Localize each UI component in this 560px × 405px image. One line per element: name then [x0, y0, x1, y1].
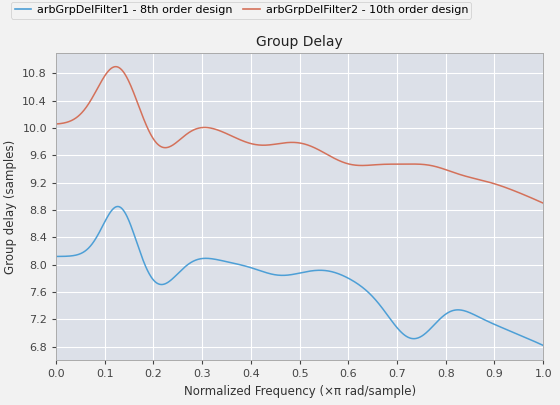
arbGrpDelFilter2 - 10th order design: [211, 126, 217, 131]
Line: arbGrpDelFilter2 - 10th order design: arbGrpDelFilter2 - 10th order design: [56, 67, 543, 203]
arbGrpDelFilter1 - 8th order design: [115, 204, 122, 209]
Legend: arbGrpDelFilter1 - 8th order design, arbGrpDelFilter2 - 10th order design: arbGrpDelFilter1 - 8th order design, arb…: [11, 2, 472, 19]
Y-axis label: Group delay (samples): Group delay (samples): [4, 139, 17, 274]
arbGrpDelFilter1 - 8th order design: [62, 254, 69, 259]
arbGrpDelFilter2 - 10th order design: [540, 201, 547, 206]
arbGrpDelFilter2 - 10th order design: [442, 167, 449, 172]
arbGrpDelFilter2 - 10th order design: [53, 122, 59, 126]
arbGrpDelFilter2 - 10th order design: [468, 175, 475, 180]
arbGrpDelFilter2 - 10th order design: [290, 140, 296, 145]
arbGrpDelFilter2 - 10th order design: [62, 120, 69, 125]
arbGrpDelFilter1 - 8th order design: [290, 272, 296, 277]
X-axis label: Normalized Frequency (×π rad/sample): Normalized Frequency (×π rad/sample): [184, 385, 416, 398]
arbGrpDelFilter2 - 10th order design: [243, 140, 250, 145]
arbGrpDelFilter1 - 8th order design: [442, 312, 449, 317]
arbGrpDelFilter1 - 8th order design: [243, 264, 250, 269]
Title: Group Delay: Group Delay: [256, 35, 343, 49]
arbGrpDelFilter2 - 10th order design: [112, 64, 119, 69]
arbGrpDelFilter1 - 8th order design: [211, 257, 217, 262]
arbGrpDelFilter1 - 8th order design: [468, 311, 475, 316]
Line: arbGrpDelFilter1 - 8th order design: arbGrpDelFilter1 - 8th order design: [56, 207, 543, 345]
arbGrpDelFilter1 - 8th order design: [53, 254, 59, 259]
arbGrpDelFilter1 - 8th order design: [540, 343, 547, 348]
